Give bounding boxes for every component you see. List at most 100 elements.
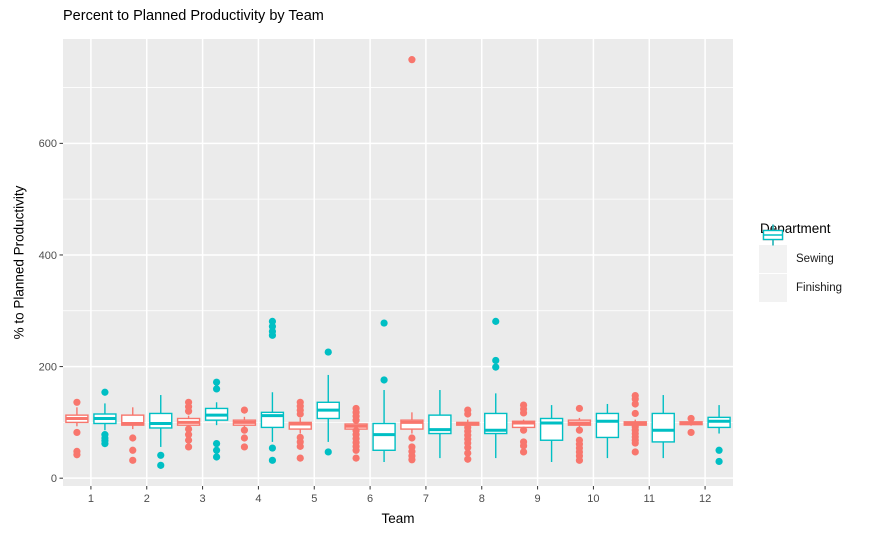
- boxplot-finishing-team-3-outlier: [212, 439, 221, 448]
- boxplot-sewing-team-4-outlier: [240, 434, 249, 442]
- x-tick-label: 11: [644, 493, 655, 505]
- boxplot-sewing-team-8-outlier: [464, 455, 472, 463]
- boxplot-sewing-team-10-outlier: [575, 404, 584, 413]
- y-tick-label: 0: [51, 473, 57, 485]
- boxplot-sewing-team-9-outlier: [519, 442, 528, 450]
- boxplot-sewing-team-11-outlier: [631, 448, 639, 456]
- x-tick-label: 9: [535, 493, 541, 505]
- boxplot-finishing-team-10-box: [595, 412, 620, 439]
- boxplot-sewing-team-1-outlier: [73, 428, 81, 437]
- boxplot-sewing-team-10-outlier: [575, 456, 584, 464]
- boxplot-finishing-team-3-outlier: [212, 453, 221, 461]
- boxplot-finishing-team-3-outlier: [212, 385, 221, 393]
- boxplot-sewing-team-3-outlier: [184, 431, 193, 439]
- boxplot-finishing-team-1-outlier: [101, 388, 109, 396]
- boxplot-sewing-team-6-outlier: [352, 446, 360, 454]
- x-tick-label: 6: [367, 493, 373, 505]
- boxplot-sewing-team-4-outlier: [240, 443, 249, 451]
- boxplot-sewing-team-3-outlier: [184, 425, 193, 433]
- boxplot-sewing-team-5-outlier: [296, 442, 304, 450]
- y-tick-label: 400: [39, 250, 57, 262]
- boxplot-finishing-team-1-outlier: [101, 439, 109, 448]
- boxplot-sewing-team-7-outlier: [408, 456, 416, 464]
- boxplot-sewing-team-7-box: [400, 419, 424, 430]
- x-tick-label: 7: [423, 493, 429, 505]
- x-tick-label: 8: [479, 493, 485, 505]
- boxplot-sewing-team-4-outlier: [240, 426, 249, 434]
- x-tick-label: 1: [88, 493, 94, 505]
- legend-label-sewing: Sewing: [796, 253, 834, 265]
- x-tick-label: 12: [699, 493, 711, 505]
- boxplot-finishing-team-6-box: [372, 422, 396, 451]
- legend-item-finishing: Finishing: [759, 224, 843, 302]
- boxplot-sewing-team-12-outlier: [687, 414, 695, 423]
- boxplot-finishing-team-8-outlier: [492, 356, 500, 365]
- boxplot-sewing-team-5-box: [288, 421, 312, 430]
- legend: Department Sewing Finishing: [759, 221, 842, 303]
- boxplot-sewing-team-7-outlier: [408, 434, 416, 442]
- boxplot-sewing-team-7-outlier: [408, 56, 416, 64]
- panel-background: [63, 39, 733, 486]
- boxplot-finishing-team-6-outlier: [380, 376, 388, 384]
- boxplot-finishing-team-8-box: [484, 412, 508, 435]
- boxplot-sewing-team-1-outlier: [73, 451, 81, 459]
- boxplot-sewing-team-4-outlier: [240, 406, 249, 414]
- y-tick-label: 200: [39, 361, 57, 373]
- boxplot-sewing-team-8-outlier: [464, 410, 472, 418]
- boxplot-sewing-team-5-outlier: [296, 454, 304, 462]
- boxplot-finishing-team-5-outlier: [324, 348, 332, 356]
- boxplot-finishing-team-2-box: [149, 412, 173, 429]
- boxplot-finishing-team-4-outlier: [268, 456, 277, 464]
- boxplot-finishing-team-4-outlier: [268, 322, 277, 330]
- boxplot-sewing-team-8-outlier: [464, 443, 472, 452]
- boxplot-finishing-team-3-outlier: [212, 446, 221, 454]
- boxplot-finishing-team-8-outlier: [492, 363, 500, 371]
- x-tick-label: 10: [587, 493, 599, 505]
- boxplot-sewing-team-1-outlier: [73, 398, 81, 406]
- boxplot-sewing-team-9-outlier: [519, 409, 528, 417]
- y-tick-label: 600: [39, 138, 57, 150]
- boxplot-sewing-team-10-outlier: [575, 426, 584, 434]
- boxplot-sewing-team-2-outlier: [129, 456, 137, 464]
- boxplot-key-icon: [759, 224, 787, 273]
- boxplot-sewing-team-12-outlier: [687, 428, 695, 437]
- chart-title: Percent to Planned Productivity by Team: [63, 8, 324, 24]
- x-tick-label: 5: [311, 493, 317, 505]
- boxplot-sewing-team-5-outlier: [296, 410, 304, 418]
- boxplot-sewing-team-9-outlier: [519, 426, 528, 434]
- boxplot-finishing-team-2-outlier: [157, 451, 165, 459]
- x-tick-label: 3: [200, 493, 206, 505]
- boxplot-finishing-team-2-outlier: [157, 461, 165, 469]
- boxplot-sewing-team-11-outlier: [631, 400, 639, 408]
- boxplot-finishing-team-4-outlier: [268, 317, 277, 325]
- x-tick-label: 2: [144, 493, 150, 505]
- legend-label-finishing: Finishing: [796, 282, 843, 294]
- boxplot-sewing-team-8-outlier: [464, 449, 472, 457]
- boxplot-finishing-team-12-outlier: [715, 446, 723, 454]
- boxplot-glyph-finishing: [762, 224, 784, 246]
- boxplot-sewing-team-6-outlier: [352, 454, 360, 462]
- boxplot-sewing-team-2-outlier: [129, 446, 137, 454]
- boxplot-sewing-team-6-outlier: [352, 416, 360, 424]
- boxplot-sewing-team-3-outlier: [184, 407, 193, 415]
- boxplot-sewing-team-11-outlier: [631, 395, 639, 403]
- legend-item-sewing: Sewing: [759, 224, 842, 273]
- boxplot-finishing-team-4-outlier: [268, 444, 277, 452]
- boxplot-sewing-team-3-outlier: [184, 443, 193, 451]
- boxplot-sewing-team-11-outlier: [631, 409, 639, 418]
- boxplot-sewing-team-11-outlier: [631, 439, 639, 447]
- boxplot-finishing-team-8-outlier: [492, 317, 500, 325]
- boxplot-finishing-team-3-outlier: [212, 378, 221, 386]
- boxplot-sewing-team-2-box: [121, 414, 145, 426]
- y-axis-title: % to Planned Productivity: [11, 185, 27, 340]
- boxplot-sewing-team-2-outlier: [129, 434, 137, 442]
- boxplot-finishing-team-6-outlier: [380, 319, 388, 327]
- boxplot-finishing-team-12-outlier: [715, 457, 723, 466]
- boxplot-sewing-team-3-outlier: [184, 436, 193, 444]
- x-tick-label: 4: [255, 493, 261, 505]
- boxplot-sewing-team-9-outlier: [519, 448, 528, 456]
- x-axis-title: Team: [381, 511, 415, 526]
- boxplot-finishing-team-4-outlier: [268, 331, 277, 339]
